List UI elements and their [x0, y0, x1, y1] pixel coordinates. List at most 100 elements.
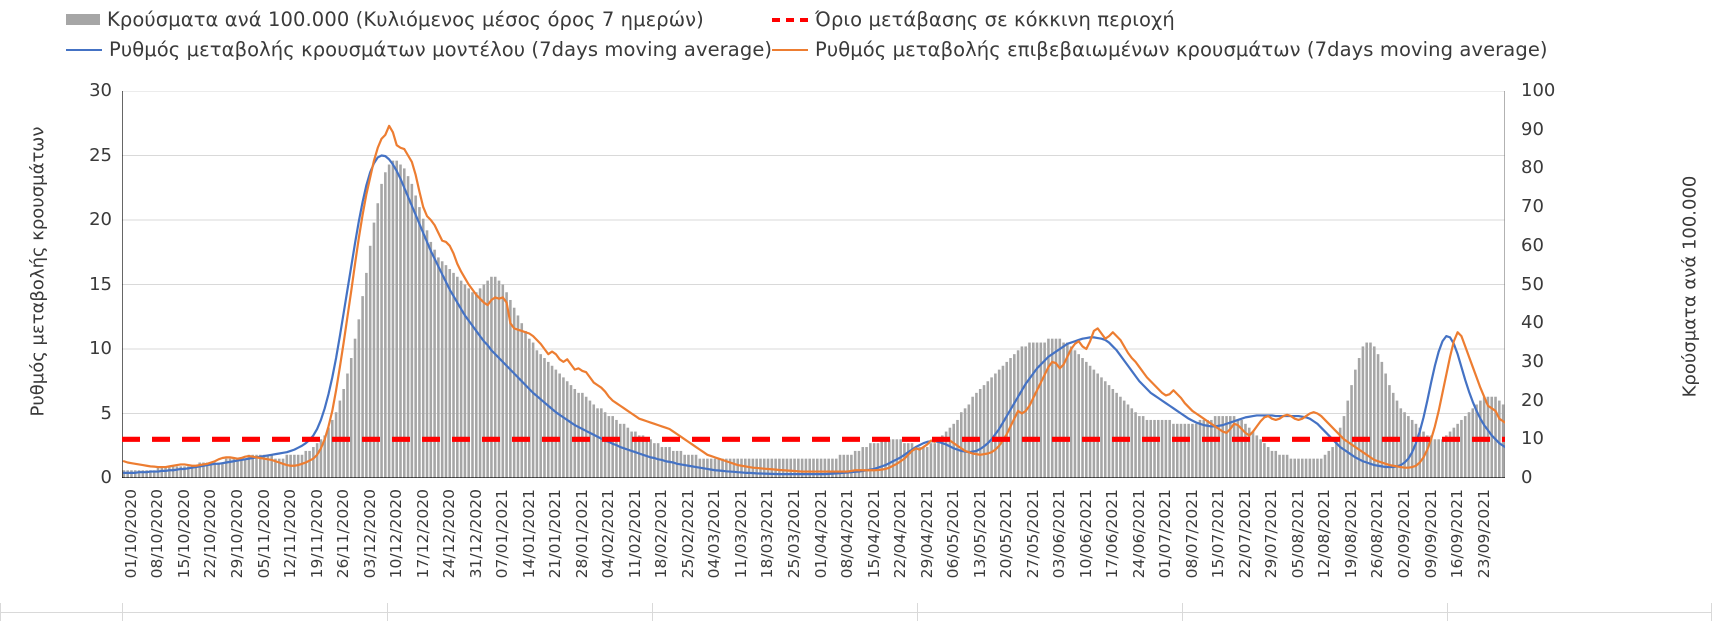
x-tick-label: 22/07/2021 [1235, 489, 1254, 579]
legend-item-cases-bars: Κρούσματα ανά 100.000 (Κυλιόμενος μέσος … [66, 8, 704, 31]
bar [1092, 369, 1096, 478]
bar [482, 284, 486, 478]
bar [1441, 439, 1444, 478]
bar [880, 439, 883, 478]
bar [1043, 342, 1046, 478]
chart-legend: Κρούσματα ανά 100.000 (Κυλιόμενος μέσος … [0, 0, 1712, 68]
bar [418, 207, 421, 478]
bar [319, 439, 323, 478]
bar [270, 454, 273, 478]
bar [1444, 435, 1448, 478]
bar [1354, 369, 1357, 478]
bar [1134, 412, 1137, 478]
x-tick-label: 08/07/2021 [1182, 489, 1201, 579]
y-tick-right: 70 [1521, 196, 1544, 218]
bar [1274, 450, 1278, 478]
bar [1410, 419, 1414, 478]
bar [509, 299, 512, 478]
bar [747, 458, 751, 478]
bar [1319, 458, 1323, 478]
bar [243, 458, 247, 478]
blue-line-swatch-icon [66, 48, 102, 51]
bar [1403, 412, 1406, 478]
bar [399, 164, 402, 478]
bar [994, 373, 997, 478]
bar [959, 412, 963, 478]
bar [425, 230, 429, 478]
y-tick-right: 20 [1521, 389, 1544, 411]
bar [1335, 439, 1338, 478]
bar [831, 458, 834, 478]
bar [781, 458, 785, 478]
bar [266, 454, 270, 478]
x-tick-label: 11/02/2021 [625, 489, 644, 579]
bar [1103, 381, 1107, 478]
bar [577, 392, 580, 478]
bar [861, 447, 865, 478]
bar [259, 454, 262, 478]
bar [618, 423, 622, 478]
bar [997, 369, 1001, 478]
x-tick-label: 03/12/2020 [360, 489, 379, 579]
x-tick-label: 08/10/2020 [148, 489, 167, 579]
bar [1251, 431, 1255, 478]
bar [175, 466, 179, 478]
bar [312, 447, 315, 478]
bar [1312, 458, 1315, 478]
bar [395, 160, 398, 478]
bar [1244, 423, 1247, 478]
bar [1100, 377, 1103, 478]
x-tick-label: 29/04/2021 [917, 489, 936, 579]
bar [372, 222, 376, 478]
x-tick-label: 21/01/2021 [546, 489, 565, 579]
bar [1407, 416, 1410, 478]
bar [198, 462, 201, 478]
bar [1297, 458, 1300, 478]
bar [433, 249, 436, 478]
bar [637, 435, 641, 478]
bar [1172, 423, 1175, 478]
x-tick-label: 11/03/2021 [731, 489, 750, 579]
bar [1255, 435, 1259, 478]
bar [1236, 419, 1240, 478]
bar [823, 458, 827, 478]
bar [603, 412, 607, 478]
y-tick-right: 80 [1521, 157, 1544, 179]
bar [1213, 416, 1217, 478]
x-tick-label: 04/03/2021 [705, 489, 724, 579]
bar [1081, 358, 1084, 478]
bar [793, 458, 796, 478]
bar [1183, 423, 1187, 478]
bar [1361, 346, 1365, 478]
bar [736, 458, 740, 478]
bar [539, 354, 542, 478]
bar [1206, 419, 1209, 478]
bar [937, 439, 940, 478]
bar [137, 470, 141, 478]
bar [804, 458, 808, 478]
bar [797, 458, 800, 478]
bar [380, 183, 383, 478]
bar [1009, 358, 1012, 478]
bar [963, 408, 967, 478]
bar [429, 241, 433, 478]
bar [872, 443, 876, 478]
bar [834, 458, 838, 478]
bar [168, 466, 171, 478]
y-tick-left: 25 [89, 144, 112, 166]
x-tick-label: 04/02/2021 [599, 489, 618, 579]
bar [615, 419, 618, 478]
y-tick-left: 20 [89, 209, 112, 230]
bar [1221, 416, 1225, 478]
bar [1198, 419, 1202, 478]
bar [331, 419, 334, 478]
bottom-cell-sep [387, 603, 388, 621]
bar [1016, 350, 1020, 478]
bar [255, 454, 258, 478]
y-tick-left: 15 [89, 273, 112, 295]
bar [520, 323, 524, 478]
bar [1164, 419, 1168, 478]
legend-item-model-line: Ρυθμός μεταβολής κρουσμάτων μοντέλου (7d… [66, 38, 772, 61]
bar [1357, 358, 1361, 478]
